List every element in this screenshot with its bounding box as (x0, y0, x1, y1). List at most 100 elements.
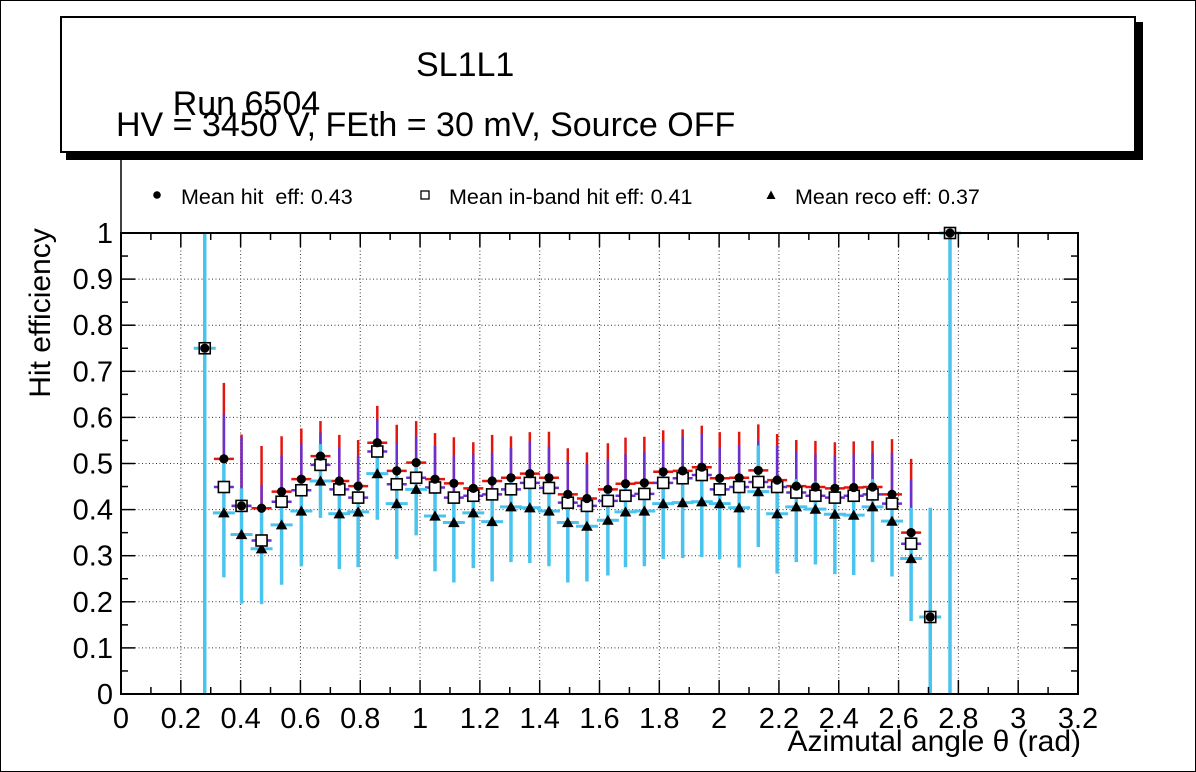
data-point-circle (315, 451, 326, 461)
filled-circle-icon (145, 188, 169, 206)
x-tick-label: 2.8 (938, 703, 978, 735)
title-box-shadow-bottom (66, 153, 1142, 160)
data-point-triangle (619, 506, 632, 517)
y-tick-label: 0 (97, 679, 113, 711)
data-point-circle (772, 475, 782, 485)
y-tick-label: 0.1 (73, 633, 113, 665)
x-tick-label: 1.6 (579, 703, 619, 735)
data-point-triangle (410, 483, 422, 494)
data-point-triangle (638, 505, 651, 516)
legend-item-reco-eff: Mean reco eff: 0.37 (759, 184, 980, 210)
data-point-circle (296, 474, 306, 484)
y-tick-label: 1 (97, 218, 113, 250)
data-point-square (601, 494, 615, 508)
data-point-square (275, 495, 288, 509)
data-point-triangle (847, 509, 860, 520)
data-point-circle (753, 465, 763, 476)
data-point-circle (603, 484, 613, 494)
y-tick-label: 0.7 (73, 356, 113, 388)
data-point-triangle (771, 508, 783, 519)
data-point-square (255, 534, 268, 547)
data-point-circle (544, 473, 554, 483)
data-point-circle (925, 612, 935, 622)
data-point-triangle (314, 475, 327, 486)
data-point-circle (236, 501, 247, 511)
data-point-square (732, 480, 746, 494)
data-point-square (504, 483, 518, 496)
data-point-circle (563, 489, 573, 499)
x-tick-label: 2.6 (878, 703, 918, 735)
x-tick-label: 1.2 (460, 703, 500, 735)
legend-label: Mean hit eff: 0.43 (181, 184, 353, 209)
data-point-square (314, 458, 327, 472)
data-point-circle (525, 469, 535, 479)
title-line-1: Run 6504 SL1L1 (116, 46, 515, 202)
title-box-shadow-right (1136, 22, 1143, 160)
data-point-square (295, 483, 308, 497)
data-point-circle (887, 489, 897, 499)
data-point-circle (620, 479, 631, 489)
data-point-square (713, 483, 727, 496)
data-point-circle (582, 493, 592, 504)
x-tick-label: 0 (113, 703, 129, 735)
data-point-circle (506, 473, 516, 483)
data-point-triangle (790, 501, 803, 512)
data-point-circle (658, 467, 668, 477)
data-point-triangle (733, 502, 745, 513)
data-point-triangle (235, 528, 248, 540)
data-point-triangle (255, 543, 268, 554)
data-point-triangle (561, 517, 574, 528)
data-point-square (390, 477, 404, 491)
x-tick-label: 2.4 (819, 703, 859, 735)
x-tick-label: 0.8 (340, 703, 380, 735)
data-point-triangle (886, 515, 898, 526)
legend-item-inband-eff: Mean in-band hit eff: 0.41 (413, 184, 692, 210)
data-point-circle (715, 473, 725, 483)
data-point-triangle (505, 501, 517, 512)
data-point-triangle (486, 516, 498, 527)
x-tick-label: 0.4 (220, 703, 260, 735)
data-point-triangle (295, 505, 308, 516)
data-point-circle (697, 462, 707, 472)
y-tick-label: 0.6 (73, 402, 113, 434)
data-point-circle (411, 457, 421, 468)
data-point-square (485, 488, 499, 501)
data-point-circle (849, 482, 859, 493)
y-axis-title: Hit efficiency (24, 228, 57, 398)
data-point-circle (334, 476, 344, 486)
data-point-square (370, 445, 384, 458)
data-point-triangle (581, 520, 593, 531)
x-tick-label: 0.2 (161, 703, 201, 735)
data-point-triangle (866, 501, 879, 512)
y-tick-label: 0.9 (73, 264, 113, 296)
data-point-triangle (333, 508, 346, 519)
data-point-circle (200, 343, 210, 353)
data-point-triangle (657, 498, 670, 509)
data-point-triangle (352, 506, 364, 517)
x-tick-label: 3 (1010, 703, 1026, 735)
x-tick-label: 1.4 (520, 703, 560, 735)
data-point-triangle (390, 498, 403, 509)
data-point-circle (734, 473, 744, 483)
run-label: Run 6504 (172, 85, 321, 123)
y-tick-label: 0.2 (73, 587, 113, 619)
data-point-circle (276, 487, 287, 497)
y-tick-label: 0.5 (73, 449, 113, 481)
x-tick-label: 2.2 (759, 703, 799, 735)
data-point-square (447, 491, 461, 504)
data-point-circle (392, 466, 402, 476)
data-point-square (809, 489, 822, 503)
data-point-circle (256, 503, 267, 513)
data-point-triangle (524, 502, 536, 513)
legend-label: Mean in-band hit eff: 0.41 (449, 184, 693, 209)
x-tick-label: 1.8 (639, 703, 679, 735)
legend-item-hit-eff: Mean hit eff: 0.43 (145, 184, 353, 210)
conditions-label: HV = 3450 V, FEth = 30 mV, Source OFF (116, 106, 736, 144)
data-point-circle (372, 438, 382, 448)
data-point-triangle (829, 508, 841, 519)
data-point-triangle (371, 468, 384, 479)
y-tick-label: 0.8 (73, 310, 113, 342)
data-point-circle (867, 482, 878, 492)
